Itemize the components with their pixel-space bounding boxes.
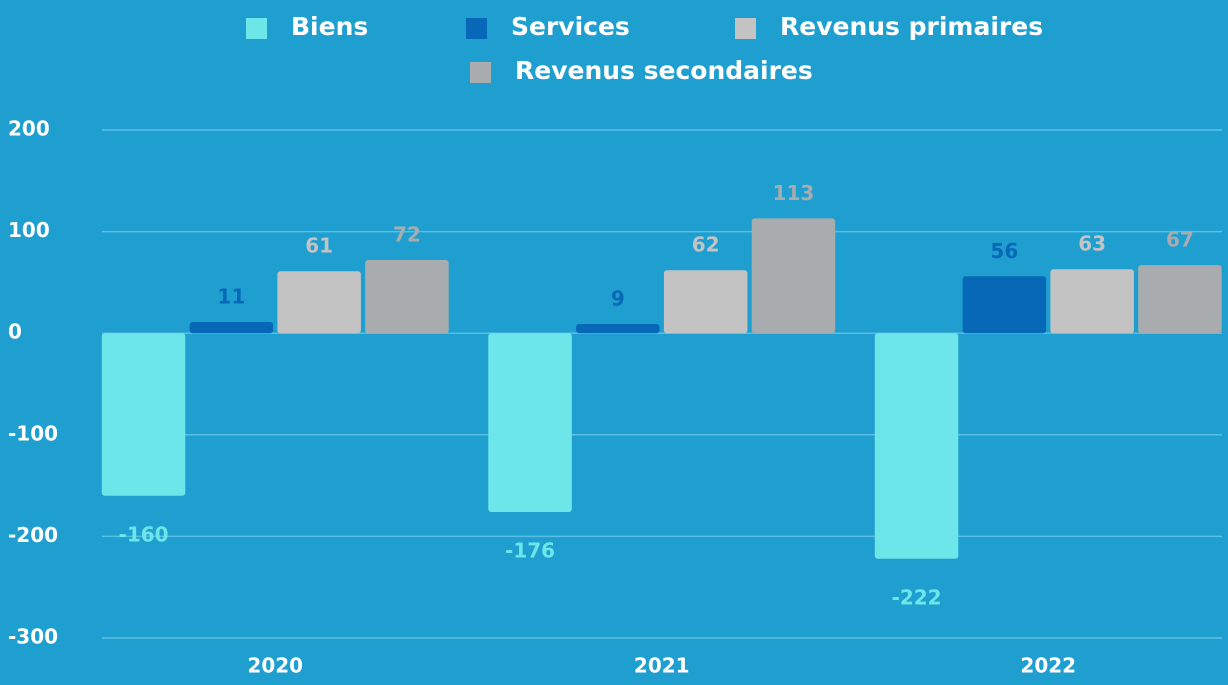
- y-tick-label: 100: [8, 218, 50, 242]
- value-label: 9: [611, 287, 625, 311]
- legend-label: Revenus secondaires: [515, 56, 813, 85]
- y-tick-label: -300: [8, 625, 58, 649]
- y-tick-label: -200: [8, 523, 58, 547]
- x-tick-label: 2022: [1020, 654, 1076, 678]
- value-label: 113: [773, 181, 815, 205]
- value-label: 61: [305, 234, 333, 258]
- x-tick-label: 2020: [247, 654, 303, 678]
- bar: [962, 276, 1047, 334]
- value-label: 72: [393, 223, 421, 247]
- legend-label: Services: [511, 12, 630, 41]
- bar: [1050, 269, 1134, 334]
- value-label: -222: [892, 585, 942, 609]
- bar: [1138, 265, 1222, 334]
- bar: [365, 260, 449, 334]
- bar: [663, 270, 748, 334]
- bar: [751, 218, 836, 334]
- legend-swatch: [246, 18, 267, 39]
- legend-swatch: [466, 18, 487, 39]
- value-label: 63: [1078, 232, 1106, 256]
- bar: [189, 322, 274, 334]
- y-tick-label: 200: [8, 117, 50, 141]
- legend-swatch: [470, 62, 491, 83]
- value-label: 62: [692, 233, 720, 257]
- legend-swatch: [735, 18, 756, 39]
- value-label: 67: [1166, 228, 1194, 252]
- value-label: 56: [990, 239, 1018, 263]
- y-tick-label: -100: [8, 421, 58, 445]
- bar: [488, 333, 572, 513]
- bar: [874, 333, 959, 559]
- x-tick-label: 2021: [634, 654, 690, 678]
- legend-label: Biens: [291, 12, 368, 41]
- bar: [277, 271, 361, 334]
- y-tick-label: 0: [8, 320, 22, 344]
- value-label: -176: [505, 539, 555, 563]
- bar: [576, 324, 660, 334]
- bar: [101, 333, 186, 496]
- legend-label: Revenus primaires: [780, 12, 1043, 41]
- value-label: 11: [217, 285, 245, 309]
- value-label: -160: [119, 522, 169, 546]
